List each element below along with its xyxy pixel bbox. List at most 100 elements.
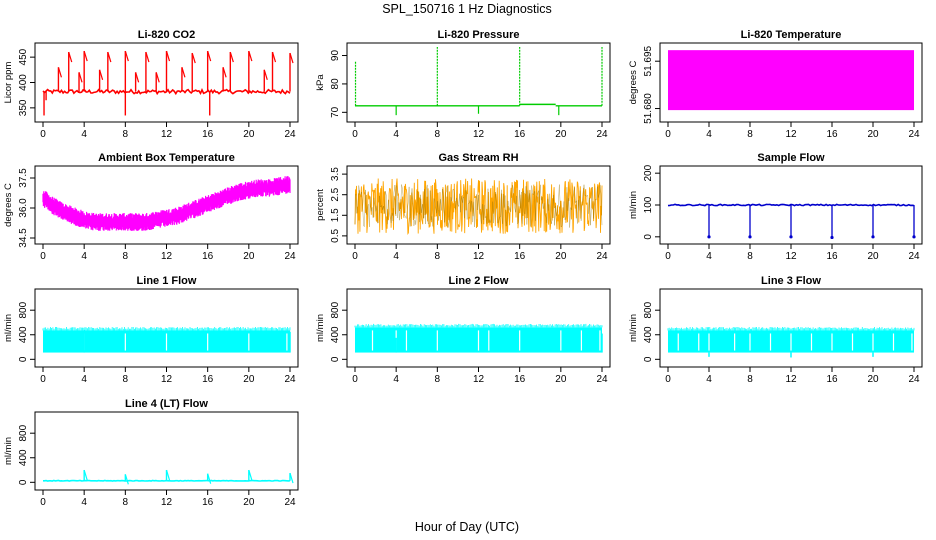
y-tick-label: 350 bbox=[18, 99, 29, 116]
data-layer bbox=[667, 203, 916, 240]
chart-title: Li-820 Pressure bbox=[438, 29, 520, 41]
chart-panel: Line 1 Flow 0 4 8 12 16 20 24 0 400 800 ml/min bbox=[3, 275, 299, 385]
x-tick-label: 24 bbox=[284, 251, 296, 262]
x-tick-label: 4 bbox=[393, 129, 399, 140]
x-tick-label: 8 bbox=[123, 251, 129, 262]
x-tick-label: 20 bbox=[243, 497, 255, 508]
x-tick-label: 8 bbox=[123, 374, 129, 385]
x-tick-label: 0 bbox=[40, 497, 46, 508]
x-tick-label: 12 bbox=[785, 251, 797, 262]
spike-tail bbox=[165, 469, 171, 481]
chart-panel: Li-820 Temperature 0 4 8 12 16 20 24 51.680 51.69… bbox=[628, 29, 923, 140]
chart-panel: Gas Stream RH 0 4 8 12 16 20 24 0.5 1.5 2.5 3.5 perc… bbox=[315, 152, 611, 262]
y-tick-label: 450 bbox=[18, 48, 29, 65]
y-tick-label: 51.695 bbox=[643, 45, 654, 76]
chart-panel: Ambient Box Temperature 0 4 8 12 16 20 24 34.5 36… bbox=[3, 152, 299, 262]
spike-tail bbox=[124, 474, 129, 485]
chart-title: Li-820 Temperature bbox=[741, 29, 842, 41]
band-top-noise bbox=[354, 323, 603, 328]
dip-point bbox=[830, 235, 834, 240]
spike-tail bbox=[271, 51, 277, 63]
chart-panel: Line 2 Flow 0 4 8 12 16 20 24 0 400 800 ml/min bbox=[315, 275, 611, 385]
y-axis-label: ml/min bbox=[3, 314, 14, 342]
x-tick-label: 16 bbox=[514, 251, 526, 262]
y-axis-label: ml/min bbox=[3, 437, 14, 465]
x-tick-label: 24 bbox=[908, 251, 920, 262]
y-tick-label: 0 bbox=[18, 356, 29, 362]
spike-tail bbox=[107, 51, 112, 63]
dip-point bbox=[789, 235, 793, 239]
spike-tail bbox=[248, 50, 253, 62]
x-tick-label: 12 bbox=[473, 374, 485, 385]
x-tick-label: 20 bbox=[555, 251, 567, 262]
series-noise-dark bbox=[354, 184, 603, 228]
y-tick-label: 0 bbox=[18, 479, 29, 485]
x-tick-label: 24 bbox=[284, 497, 296, 508]
dip-point bbox=[707, 235, 711, 239]
figure-title: SPL_150716 1 Hz Diagnostics bbox=[382, 2, 552, 16]
data-layer bbox=[42, 50, 294, 116]
x-tick-label: 12 bbox=[161, 497, 173, 508]
x-tick-label: 8 bbox=[435, 374, 441, 385]
y-tick-label: 200 bbox=[643, 164, 654, 181]
y-axis-label: ml/min bbox=[315, 314, 326, 342]
chart-title: Sample Flow bbox=[757, 152, 825, 164]
x-tick-label: 16 bbox=[202, 497, 214, 508]
x-tick-label: 8 bbox=[123, 497, 129, 508]
y-tick-label: 0 bbox=[330, 356, 341, 362]
y-axis-label: ml/min bbox=[628, 314, 639, 342]
x-tick-label: 20 bbox=[243, 374, 255, 385]
y-tick-label: 80 bbox=[330, 78, 341, 90]
chart-title: Line 1 Flow bbox=[137, 275, 197, 287]
x-tick-label: 0 bbox=[40, 374, 46, 385]
x-tick-label: 4 bbox=[81, 129, 87, 140]
spike-tail bbox=[68, 51, 73, 63]
x-tick-label: 0 bbox=[665, 251, 671, 262]
spike-tail bbox=[145, 51, 150, 63]
x-tick-label: 12 bbox=[473, 251, 485, 262]
x-tick-label: 20 bbox=[867, 129, 879, 140]
y-tick-label: 800 bbox=[643, 301, 654, 318]
y-tick-label: 37.5 bbox=[18, 168, 29, 188]
y-tick-label: 400 bbox=[18, 449, 29, 466]
chart-panel: Line 4 (LT) Flow 0 4 8 12 16 20 24 0 400 800 ml/min bbox=[3, 398, 299, 508]
x-tick-label: 20 bbox=[867, 251, 879, 262]
spike-tail bbox=[181, 67, 186, 78]
spike-tail bbox=[222, 67, 227, 78]
data-layer bbox=[354, 178, 603, 235]
y-tick-label: 51.680 bbox=[643, 93, 654, 124]
y-tick-label: 400 bbox=[330, 326, 341, 343]
x-tick-label: 0 bbox=[352, 251, 358, 262]
x-tick-label: 24 bbox=[908, 374, 920, 385]
data-layer bbox=[667, 327, 915, 358]
y-axis-label: kPa bbox=[315, 74, 326, 91]
y-tick-label: 0.5 bbox=[330, 228, 341, 242]
y-axis-label: degrees C bbox=[628, 60, 639, 104]
x-tick-label: 0 bbox=[665, 374, 671, 385]
x-tick-label: 16 bbox=[826, 129, 838, 140]
x-tick-label: 24 bbox=[284, 129, 296, 140]
x-tick-label: 12 bbox=[161, 251, 173, 262]
chart-panel: Li-820 CO2 0 4 8 12 16 20 24 350 400 450 Licor ppm bbox=[3, 29, 299, 140]
data-layer bbox=[354, 47, 603, 116]
x-tick-label: 20 bbox=[243, 251, 255, 262]
spike-tail bbox=[83, 50, 88, 62]
y-tick-label: 1.5 bbox=[330, 208, 341, 222]
y-tick-label: 90 bbox=[330, 50, 341, 62]
band-top-noise bbox=[42, 327, 291, 331]
data-layer bbox=[668, 50, 914, 111]
x-tick-label: 16 bbox=[202, 251, 214, 262]
series-noise bbox=[42, 176, 291, 231]
spike-tail bbox=[289, 52, 294, 64]
x-tick-label: 24 bbox=[596, 129, 608, 140]
y-tick-label: 0 bbox=[643, 234, 654, 240]
x-tick-label: 24 bbox=[596, 374, 608, 385]
x-tick-label: 20 bbox=[243, 129, 255, 140]
y-tick-label: 800 bbox=[18, 424, 29, 441]
x-tick-label: 4 bbox=[393, 251, 399, 262]
spike-tail bbox=[135, 72, 140, 83]
chart-panel: Sample Flow 0 4 8 12 16 20 24 0 100 200 ml/min bbox=[628, 152, 923, 262]
x-tick-label: 0 bbox=[352, 374, 358, 385]
chart-panel: Li-820 Pressure 0 4 8 12 16 20 24 70 80 90 kPa bbox=[315, 29, 611, 140]
x-tick-label: 20 bbox=[555, 374, 567, 385]
